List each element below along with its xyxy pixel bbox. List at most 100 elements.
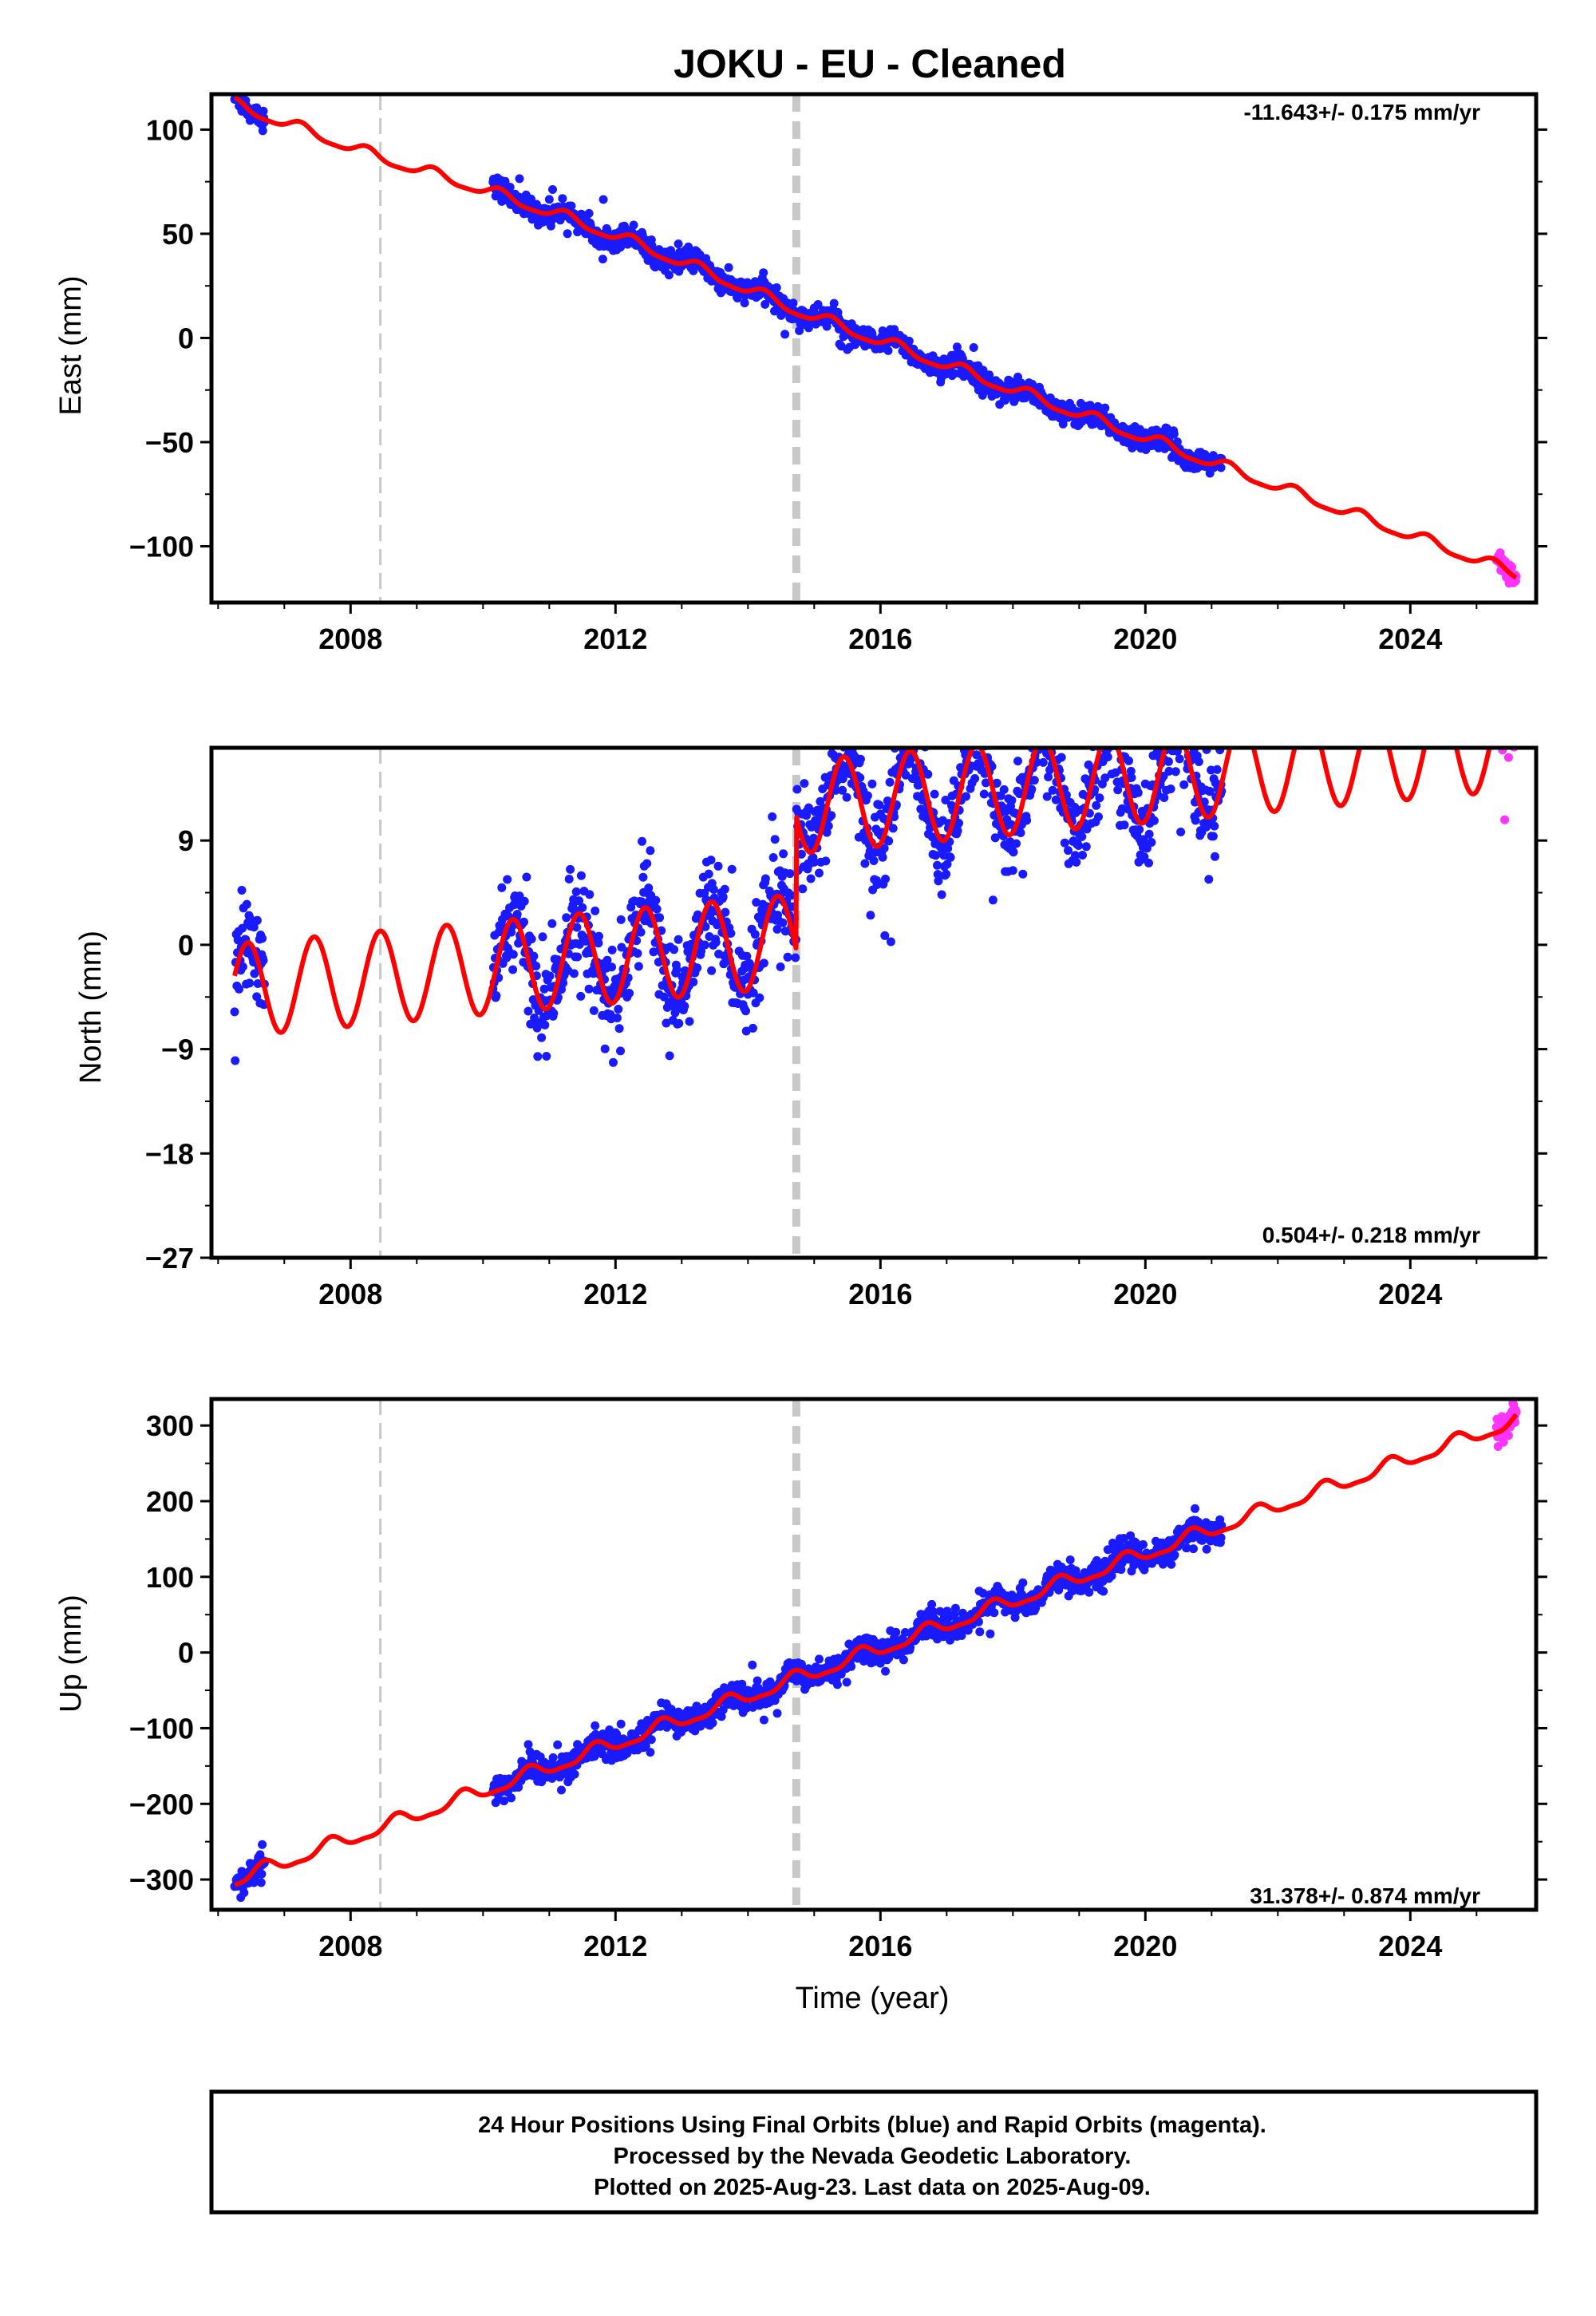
north-data-point (1095, 793, 1104, 803)
north-data-point (529, 951, 539, 961)
north-data-point (1172, 698, 1181, 706)
north-data-point (742, 951, 752, 961)
north-data-point (886, 937, 895, 947)
north-data-point (1182, 723, 1191, 732)
north-data-point (966, 717, 975, 726)
north-data-point (1072, 857, 1081, 867)
north-data-point (834, 733, 843, 742)
north-data-point (1096, 716, 1105, 725)
up-data-point (258, 1840, 267, 1849)
north-data-point (824, 821, 833, 831)
north-data-point (547, 919, 557, 928)
north-data-point (1497, 646, 1506, 655)
up-xtick-label: 2016 (848, 1930, 912, 1962)
north-data-point (512, 910, 522, 919)
north-data-point (1161, 708, 1170, 717)
north-data-point (718, 892, 728, 902)
north-data-point (946, 852, 955, 862)
north-data-point (594, 939, 603, 948)
north-data-point (652, 904, 662, 914)
north-data-point (1049, 734, 1058, 743)
east-data-layer: 100 50 0 −50 −100 2008 2012 2016 2020 2024 (129, 92, 1547, 655)
north-data-point (1115, 732, 1124, 741)
north-data-point (1505, 703, 1514, 712)
north-data-point (707, 966, 717, 975)
north-data-point (566, 864, 575, 874)
north-data-point (974, 737, 982, 746)
north-data-point (522, 872, 531, 882)
up-data-point (1084, 1587, 1094, 1597)
north-data-point (680, 1002, 689, 1011)
north-data-point (1149, 816, 1159, 825)
up-data-point (523, 1740, 533, 1749)
up-panel: 300 200 100 0 −100 −200 −300 2008 2012 2016 2020 20… (54, 1397, 1547, 1962)
north-data-point (1204, 875, 1214, 884)
north-data-point (1121, 725, 1130, 734)
east-ytick-label: −50 (145, 426, 194, 459)
north-data-point (1503, 719, 1512, 728)
north-data-point (1495, 729, 1504, 737)
north-data-point (1108, 729, 1117, 738)
north-data-point (651, 895, 661, 905)
east-data-point (664, 271, 674, 280)
east-data-point (500, 176, 510, 186)
x-axis-label: Time (year) (796, 1982, 950, 2015)
north-data-point (693, 963, 702, 973)
north-data-point (975, 631, 984, 640)
north-data-point (1007, 796, 1017, 805)
north-data-point (564, 875, 574, 883)
north-data-point (1033, 735, 1042, 744)
north-data-point (1205, 787, 1215, 796)
east-xtick-label: 2020 (1113, 622, 1177, 655)
north-data-point (770, 835, 780, 844)
north-data-point (976, 716, 985, 725)
north-data-point (1181, 723, 1190, 732)
north-model-curve (232, 748, 1492, 1035)
north-data-point (881, 874, 890, 883)
north-data-point (1507, 687, 1515, 696)
north-data-point (1171, 718, 1179, 727)
east-data-point (548, 185, 557, 194)
north-data-point (750, 930, 760, 939)
north-data-point (1177, 725, 1186, 733)
east-ytick-label: 0 (178, 322, 194, 354)
north-data-point (1109, 727, 1118, 736)
north-data-point (878, 852, 887, 862)
north-data-point (1502, 704, 1511, 713)
north-data-point (867, 779, 877, 788)
north-xtick-label: 2016 (848, 1278, 912, 1310)
north-data-point (933, 870, 942, 879)
north-data-point (1499, 698, 1508, 706)
east-data-point (788, 298, 798, 308)
north-data-point (1012, 839, 1021, 848)
east-data-point (602, 225, 612, 235)
north-xtick-label: 2024 (1378, 1278, 1442, 1310)
east-data-point (1012, 393, 1021, 403)
north-data-point (1496, 692, 1505, 701)
north-data-point (866, 911, 875, 920)
north-data-point (1040, 701, 1049, 709)
north-data-point (772, 924, 782, 934)
north-data-point (1502, 713, 1511, 721)
north-data-point (1101, 728, 1110, 737)
up-data-point (553, 1740, 563, 1749)
north-data-point (538, 932, 547, 942)
east-data-point (780, 330, 790, 339)
north-data-point (589, 1006, 598, 1015)
north-data-point (1106, 734, 1115, 743)
north-data-point (1036, 731, 1045, 740)
north-data-point (792, 785, 802, 794)
up-data-point (1170, 1550, 1179, 1559)
north-data-point (752, 898, 761, 907)
north-data-point (1166, 785, 1175, 793)
north-frame (209, 745, 1539, 1260)
up-data-point (815, 1654, 824, 1664)
north-data-point (1499, 651, 1507, 660)
north-data-point (1048, 785, 1057, 795)
up-data-point (646, 1748, 655, 1757)
north-data-point (523, 1006, 533, 1016)
north-data-point (1114, 714, 1123, 723)
east-data-point (904, 336, 914, 346)
up-data-point (514, 1783, 523, 1792)
north-data-point (1100, 773, 1110, 783)
